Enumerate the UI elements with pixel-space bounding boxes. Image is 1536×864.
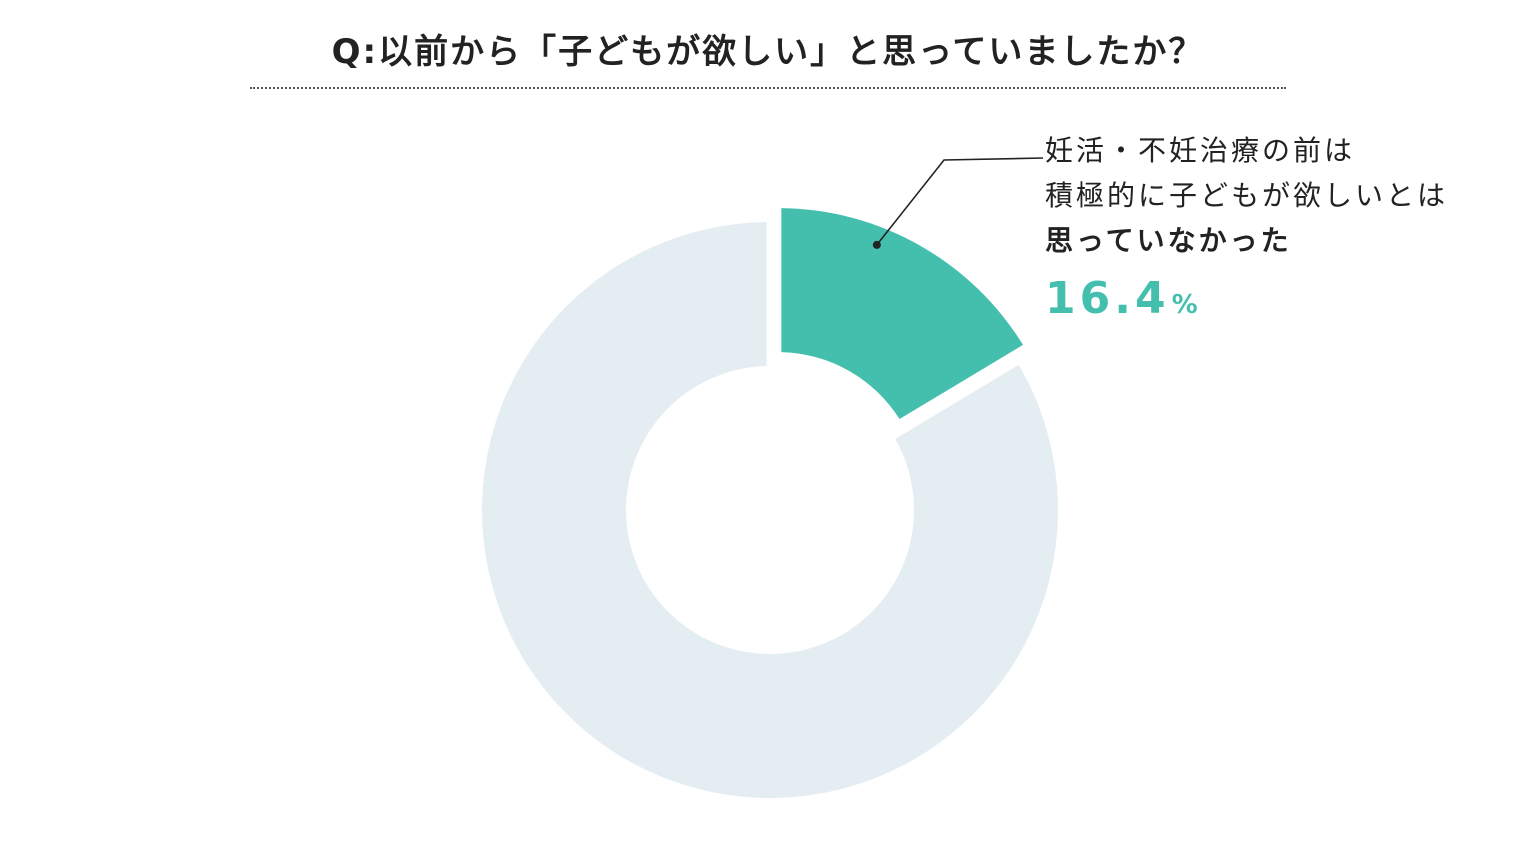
donut-slices <box>482 208 1059 799</box>
callout-leader-dot <box>872 240 881 249</box>
callout-percentage: 16.4% <box>1045 273 1515 324</box>
slice-value-label: 16.4 <box>1045 273 1170 324</box>
slice-value-unit: % <box>1171 290 1198 320</box>
callout-label-line-2: 積極的に子どもが欲しいとは <box>1045 179 1449 212</box>
chart-title: Q:以前から「子どもが欲しい」と思っていましたか？ <box>331 32 1205 72</box>
donut-slice-1 <box>781 208 1024 420</box>
callout-label-line-3: 思っていなかった <box>1045 224 1292 257</box>
slice-callout: 妊活・不妊治療の前は 積極的に子どもが欲しいとは 思っていなかった 16.4% <box>1045 128 1515 324</box>
donut-slice-2 <box>482 222 1059 799</box>
callout-label-line-1: 妊活・不妊治療の前は <box>1045 134 1356 167</box>
title-underline <box>250 87 1286 89</box>
callout-leader-line <box>876 157 1044 246</box>
